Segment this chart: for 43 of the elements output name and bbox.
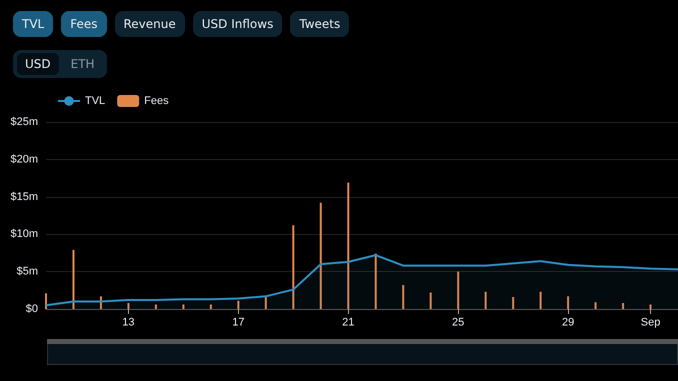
tab-button: Fees [61, 11, 106, 37]
x-tick-label: 13 [122, 316, 135, 328]
bar [374, 254, 377, 309]
y-tick-label: $10m [10, 228, 38, 240]
bar [127, 303, 130, 309]
bar [320, 202, 322, 309]
y-tick-label: $20m [10, 153, 38, 166]
bar [347, 182, 350, 309]
currency-toggle: ETH [62, 53, 103, 75]
bar [512, 297, 514, 309]
bar [457, 272, 460, 309]
x-tick-label: 25 [452, 316, 464, 328]
bar [237, 300, 240, 309]
bar [402, 285, 404, 309]
x-tick-label: 17 [232, 316, 244, 328]
x-tick-label: Sep [640, 316, 660, 328]
bar [72, 250, 74, 309]
legend-label: TVL [85, 95, 106, 107]
bar [567, 296, 570, 309]
bar [264, 297, 267, 309]
bar [182, 304, 184, 309]
tab-button: TVL [13, 11, 54, 37]
bar [45, 293, 47, 309]
tab-button: USD Inflows [192, 11, 282, 37]
y-tick-label: $15m [10, 190, 38, 203]
bar [540, 292, 542, 309]
tab-button: Revenue [114, 11, 185, 37]
y-tick-label: $25m [10, 116, 38, 128]
y-tick-label: $5m [16, 266, 38, 278]
bar [484, 292, 487, 309]
bar [430, 292, 432, 309]
bar [650, 304, 652, 309]
x-tick-label: 29 [562, 316, 574, 328]
currency-toggle: USD [17, 53, 59, 75]
bar [292, 225, 294, 309]
tab-button: Tweets [290, 11, 350, 37]
bar [622, 303, 624, 309]
bar [210, 304, 212, 309]
x-tick-label: 21 [342, 316, 354, 328]
bar [594, 302, 597, 309]
bar [154, 304, 157, 309]
y-tick-label: $0 [26, 303, 38, 315]
legend-label: Fees [144, 95, 170, 107]
